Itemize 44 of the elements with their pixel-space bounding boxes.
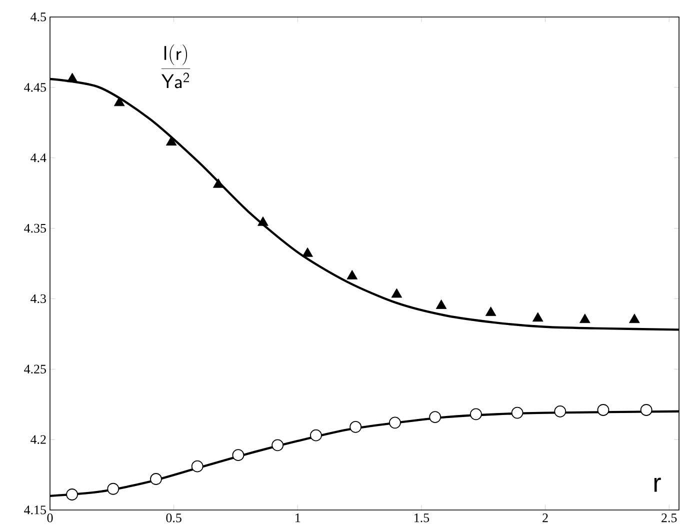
point xyxy=(310,429,322,442)
x-tick-label: 1 xyxy=(296,514,300,522)
point xyxy=(66,488,78,500)
point xyxy=(389,416,401,429)
point xyxy=(436,300,447,309)
point xyxy=(107,482,120,495)
x-tick-label: 2 xyxy=(542,514,548,522)
point xyxy=(391,288,402,298)
point xyxy=(629,314,640,324)
point xyxy=(532,312,544,322)
point xyxy=(66,72,78,82)
point xyxy=(640,404,652,416)
point xyxy=(511,406,524,419)
y-tick-label: 4.15 xyxy=(24,506,46,514)
point xyxy=(213,178,224,188)
point xyxy=(150,473,162,485)
point xyxy=(166,136,177,146)
x-tick-label: 0.5 xyxy=(166,514,182,522)
x-tick-label: 2.5 xyxy=(662,514,677,522)
point xyxy=(470,408,482,420)
point xyxy=(429,411,442,423)
point xyxy=(191,460,204,472)
y-tick-label: 4.35 xyxy=(24,224,46,233)
point xyxy=(597,404,610,416)
point xyxy=(346,270,358,280)
x-tick-label: 1.5 xyxy=(414,514,430,522)
point xyxy=(554,405,566,418)
point xyxy=(258,216,268,226)
y-tick-label: 4.5 xyxy=(30,12,46,22)
point xyxy=(350,420,362,433)
y-tick-label: 4.3 xyxy=(30,294,46,304)
y-tick-label: 4.45 xyxy=(24,83,46,92)
point xyxy=(485,306,496,316)
y-tick-label: 4.2 xyxy=(30,435,46,444)
point xyxy=(232,449,244,462)
y-tick-label: 4.4 xyxy=(30,153,46,162)
point xyxy=(114,96,125,106)
point xyxy=(580,314,590,324)
x-axis-title: r xyxy=(654,478,661,492)
point xyxy=(272,439,284,452)
y-tick-label: 4.25 xyxy=(24,364,46,374)
y-axis-title: $\frac{\mathsf{I(r)}}{\mathsf{Ya^{2}}}$ xyxy=(161,44,190,88)
point xyxy=(302,247,313,257)
x-tick-label: 0 xyxy=(47,514,53,522)
